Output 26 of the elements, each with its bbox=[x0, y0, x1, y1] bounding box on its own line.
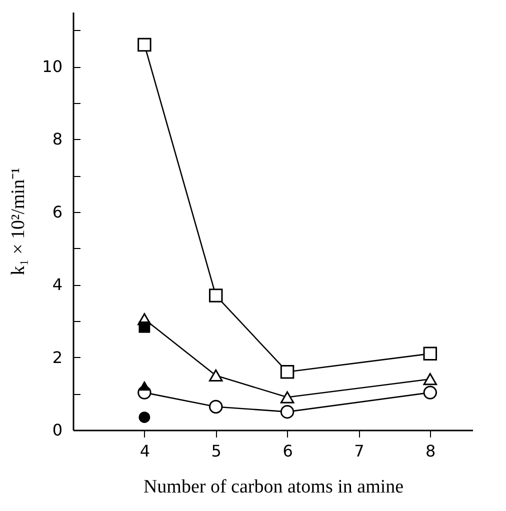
y-axis-title: k₁ × 10²/min⁻¹ bbox=[8, 167, 30, 276]
point bbox=[208, 288, 223, 302]
y-tick-label: 10 bbox=[42, 57, 62, 76]
y-tick-label: 4 bbox=[52, 275, 62, 294]
y-tick-label: 8 bbox=[52, 130, 62, 149]
y-tick-label: 2 bbox=[52, 348, 62, 367]
point bbox=[280, 364, 294, 379]
x-tick-label: 8 bbox=[426, 442, 436, 460]
x-tick-label: 5 bbox=[211, 442, 222, 460]
point bbox=[208, 400, 223, 414]
point bbox=[423, 373, 438, 386]
x-tick-label: 4 bbox=[140, 442, 150, 460]
x-axis-title: Number of carbon atoms in amine bbox=[143, 476, 404, 498]
point bbox=[423, 346, 438, 361]
point bbox=[280, 404, 294, 419]
point bbox=[138, 38, 152, 52]
point bbox=[138, 412, 150, 423]
y-tick-label: 6 bbox=[52, 202, 62, 222]
point bbox=[280, 391, 294, 404]
y-tick-label: 0 bbox=[52, 420, 62, 440]
x-tick-label: 7 bbox=[354, 442, 364, 460]
x-tick-label: 6 bbox=[282, 442, 293, 460]
point bbox=[208, 369, 223, 382]
point bbox=[138, 321, 150, 333]
point bbox=[138, 380, 150, 391]
point bbox=[423, 386, 438, 400]
